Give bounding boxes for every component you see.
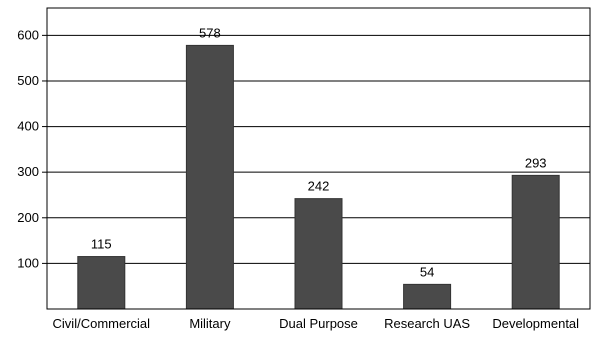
bar	[77, 256, 126, 310]
bar	[403, 283, 452, 310]
x-tick-label: Dual Purpose	[279, 316, 358, 331]
y-tick-label: 300	[17, 164, 39, 179]
x-tick-label: Developmental	[492, 316, 579, 331]
bar	[185, 44, 234, 310]
data-label: 242	[308, 179, 330, 194]
data-label: 54	[420, 264, 434, 279]
x-tick-label: Civil/Commercial	[53, 316, 151, 331]
y-tick-label: 100	[17, 255, 39, 270]
y-tick-label: 500	[17, 73, 39, 88]
data-label: 578	[199, 25, 221, 40]
x-tick-label: Research UAS	[384, 316, 470, 331]
x-tick-label: Military	[189, 316, 231, 331]
bar	[294, 198, 343, 310]
data-label: 115	[91, 237, 112, 252]
bar	[511, 174, 560, 310]
y-tick-label: 400	[17, 119, 39, 134]
plot-frame	[46, 7, 591, 310]
labels: 100 200 300 400 500 600 115 Civil/Commercial 578…	[17, 25, 579, 331]
bars	[77, 44, 560, 310]
data-label: 293	[525, 155, 547, 170]
y-tick-label: 200	[17, 210, 39, 225]
y-tick-label: 600	[17, 27, 39, 42]
